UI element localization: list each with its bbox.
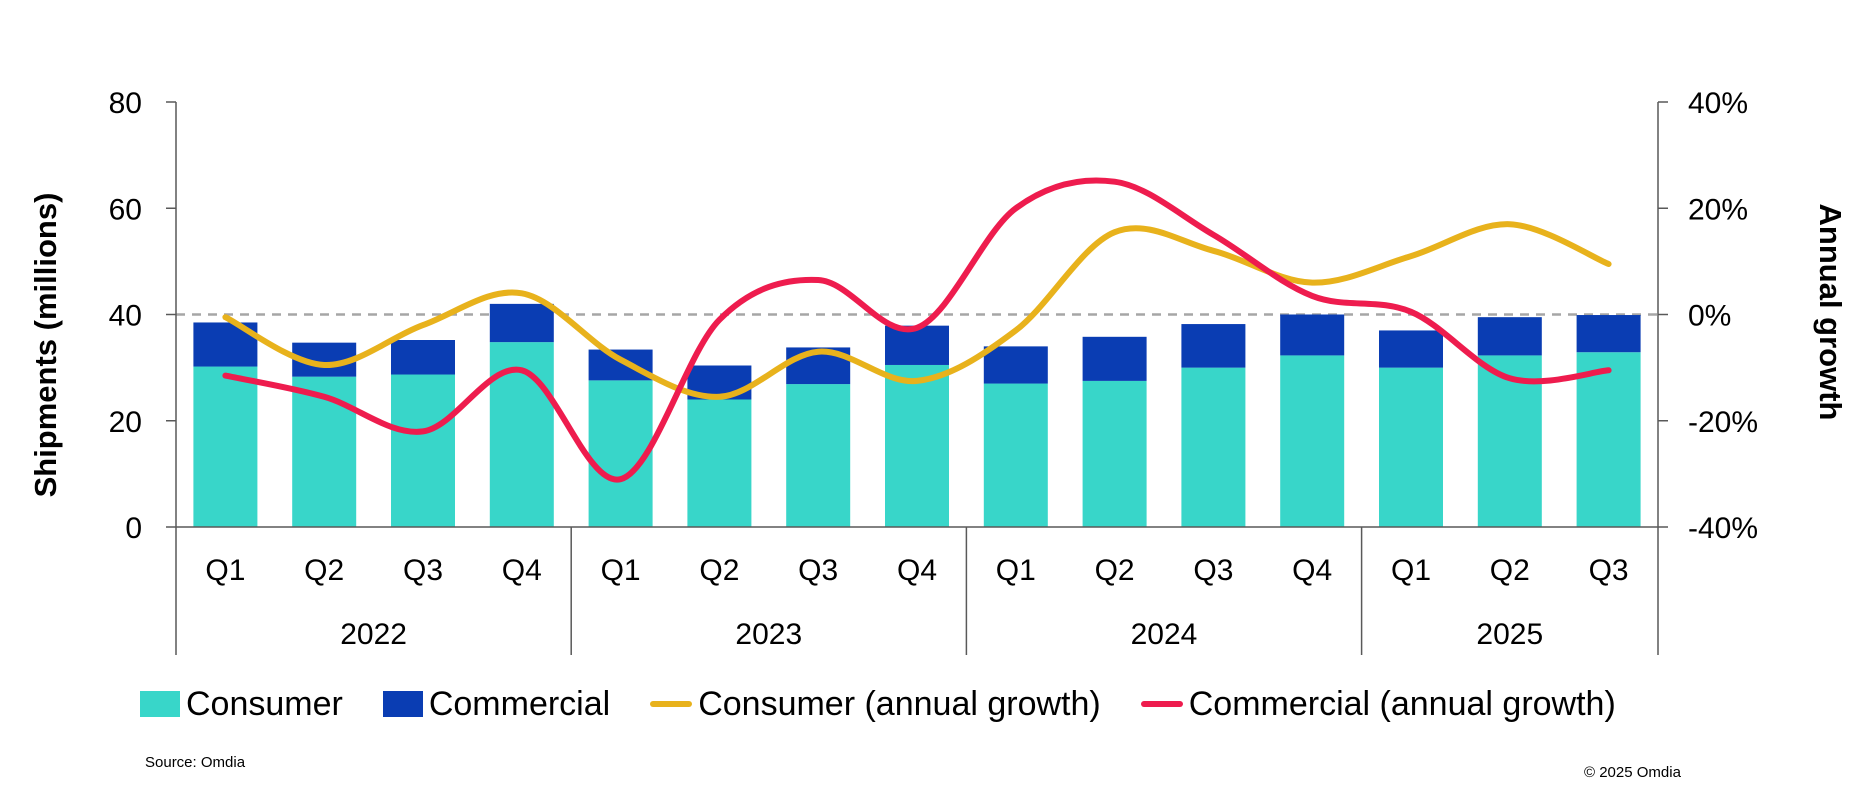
bar-commercial-2024-q2 [1082, 336, 1147, 381]
legend-swatch [1140, 701, 1183, 707]
source-note: Source: Omdia [145, 754, 246, 771]
x-tick-label: Q4 [1292, 554, 1332, 587]
bar-consumer-2022-q3 [391, 374, 455, 527]
bar-consumer-2023-q3 [786, 384, 851, 527]
y-tick-label: 0 [125, 512, 142, 545]
legend-swatch [140, 691, 180, 717]
y-tick-label: 40 [109, 300, 142, 333]
bar-commercial-2025-q2 [1477, 317, 1542, 356]
x-tick-label: Q1 [996, 554, 1036, 587]
y2-tick-label: 40% [1688, 87, 1748, 120]
x-tick-label: Q1 [1391, 554, 1431, 587]
axis-labels-group: 0 20 40 60 80 -40% -20% 0% 20% 40% Q1 Q2 Q3 Q4 Q1 Q2 Q3 Q… [109, 87, 1758, 651]
x-tick-label: Q3 [1589, 554, 1629, 587]
bar-series-group [193, 303, 1641, 527]
line-consumer-annual-growth- [222, 221, 1612, 400]
y2-tick-label: -40% [1688, 512, 1758, 545]
y-axis-title: Shipments (millions) [28, 193, 63, 498]
bar-commercial-2024-q4 [1280, 314, 1345, 356]
bar-consumer-2023-q4 [885, 364, 949, 527]
x-tick-label: Q1 [601, 554, 641, 587]
x-tick-label: Q2 [699, 554, 739, 587]
bar-consumer-2023-q1 [588, 380, 653, 527]
legend: Consumer Commercial Consumer (annual growt… [140, 682, 1656, 726]
bar-commercial-2022-q3 [391, 340, 455, 375]
x-tick-label: Q3 [403, 554, 443, 587]
legend-item-consumer: Consumer [140, 685, 343, 724]
legend-label: Commercial (annual growth) [1188, 684, 1616, 723]
bar-consumer-2022-q1 [193, 366, 258, 527]
bar-consumer-2022-q2 [292, 376, 357, 527]
bar-consumer-2023-q2 [687, 399, 752, 527]
bar-commercial-2024-q3 [1181, 324, 1246, 368]
y2-tick-label: 20% [1688, 193, 1748, 226]
x-year-label: 2023 [735, 618, 802, 651]
bar-consumer-2024-q4 [1280, 355, 1345, 527]
bar-commercial-2023-q1 [588, 349, 653, 381]
bar-commercial-2023-q4 [885, 325, 949, 365]
bar-commercial-2025-q1 [1379, 330, 1443, 368]
legend-item-commercial: Commercial [382, 684, 611, 724]
x-tick-label: Q2 [1095, 554, 1135, 587]
x-tick-label: Q1 [205, 554, 245, 587]
copyright-note: © 2025 Omdia [1584, 764, 1681, 781]
y-tick-label: 60 [109, 193, 142, 226]
legend-label: Consumer (annual growth) [698, 684, 1101, 723]
x-tick-label: Q4 [897, 554, 937, 587]
legend-item-consumer-annual-growth: Consumer (annual growth) [650, 685, 1101, 724]
bar-consumer-2024-q3 [1181, 367, 1246, 527]
legend-label: Commercial [428, 684, 611, 723]
x-tick-label: Q3 [1193, 554, 1233, 587]
x-year-label: 2025 [1476, 618, 1543, 651]
line-commercial-annual-growth- [222, 177, 1612, 483]
x-tick-label: Q4 [502, 554, 542, 587]
legend-label: Consumer [186, 684, 343, 723]
x-tick-label: Q2 [304, 554, 344, 587]
bar-consumer-2024-q2 [1082, 380, 1147, 527]
y2-axis-title: Annual growth [1813, 204, 1848, 421]
bar-commercial-2024-q1 [983, 346, 1048, 384]
x-year-label: 2022 [340, 618, 407, 651]
growth-lines-group [222, 177, 1612, 483]
bar-commercial-2025-q3 [1576, 315, 1641, 353]
x-year-label: 2024 [1131, 618, 1198, 651]
bar-commercial-2022-q4 [489, 303, 554, 343]
axes-group [166, 101, 1668, 655]
bar-consumer-2024-q1 [983, 383, 1048, 527]
y2-tick-label: -20% [1688, 406, 1758, 439]
legend-swatch [382, 691, 423, 717]
y-tick-label: 20 [109, 406, 142, 439]
bar-consumer-2025-q3 [1576, 352, 1641, 527]
legend-swatch [650, 701, 693, 707]
y2-tick-label: 0% [1688, 300, 1731, 333]
bar-consumer-2025-q1 [1379, 367, 1443, 527]
x-tick-label: Q2 [1490, 554, 1530, 587]
y-tick-label: 80 [109, 87, 142, 120]
x-tick-label: Q3 [798, 554, 838, 587]
legend-item-commercial-annual-growth: Commercial (annual growth) [1140, 684, 1616, 724]
chart: 0 20 40 60 80 -40% -20% 0% 20% 40% Q1 Q2 Q3 Q4 Q1 Q2 Q3 Q… [28, 87, 1848, 655]
